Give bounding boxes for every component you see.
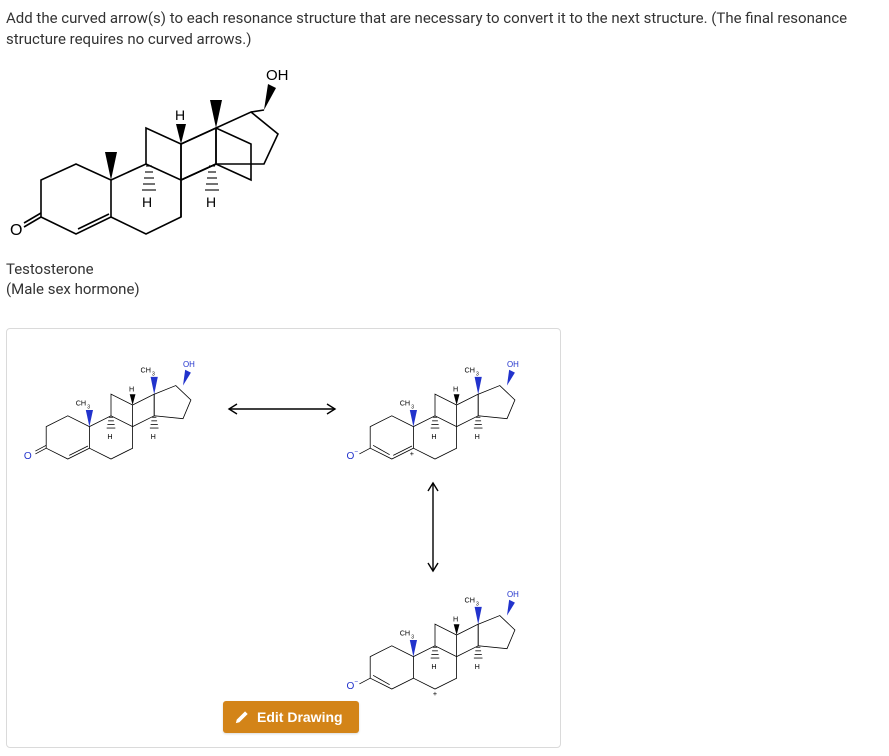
pencil-icon (235, 710, 249, 724)
svg-text:H: H (453, 384, 458, 393)
resonance-arrow-vertical (425, 477, 441, 581)
resonance-structure-2: O − + CH3 CH3 H H H O (345, 351, 555, 475)
label-H-top: H (175, 107, 185, 123)
svg-text:CH: CH (76, 398, 86, 407)
svg-text:H: H (151, 431, 156, 440)
svg-text:H: H (475, 431, 480, 440)
svg-text:H: H (453, 614, 458, 623)
svg-text:O: O (24, 451, 32, 462)
svg-text:3: 3 (87, 404, 90, 410)
svg-text:+: + (410, 449, 414, 458)
svg-text:CH: CH (400, 628, 410, 637)
svg-text:CH: CH (465, 365, 475, 374)
svg-text:OH: OH (507, 359, 519, 368)
svg-text:H: H (129, 384, 134, 393)
edit-drawing-label: Edit Drawing (257, 709, 343, 725)
svg-text:+: + (433, 689, 437, 698)
svg-text:O: O (346, 451, 354, 462)
caption-line2: (Male sex hormone) (0, 279, 889, 299)
resonance-arrow-horizontal (223, 401, 341, 421)
label-H-left: H (142, 194, 152, 210)
label-H-right: H (206, 194, 216, 210)
label-O: O (10, 222, 22, 239)
svg-text:3: 3 (152, 371, 155, 377)
testosterone-figure: O H H H OH (0, 52, 889, 259)
svg-text:OH: OH (507, 589, 519, 598)
resonance-structure-1: O CH3 CH3 H H H (21, 351, 231, 475)
svg-text:H: H (431, 661, 436, 670)
svg-text:3: 3 (476, 601, 479, 607)
question-text: Add the curved arrow(s) to each resonanc… (0, 0, 889, 52)
svg-text:3: 3 (476, 371, 479, 377)
svg-text:H: H (431, 431, 436, 440)
svg-text:CH: CH (400, 398, 410, 407)
svg-text:H: H (475, 661, 480, 670)
svg-text:CH: CH (141, 365, 151, 374)
svg-text:OH: OH (183, 359, 195, 368)
svg-text:−: − (354, 448, 358, 455)
edit-drawing-button[interactable]: Edit Drawing (223, 701, 359, 733)
svg-text:−: − (354, 678, 358, 685)
svg-text:3: 3 (411, 634, 414, 640)
caption-line1: Testosterone (0, 259, 889, 279)
svg-text:O: O (346, 681, 354, 692)
testosterone-svg: O H H H OH (6, 52, 306, 247)
label-OH: OH (266, 67, 289, 84)
svg-text:CH: CH (465, 595, 475, 604)
resonance-structure-3: O − + CH3 CH3 H H H OH (345, 581, 555, 705)
svg-text:H: H (107, 431, 112, 440)
drawing-panel: O CH3 CH3 H H H (6, 328, 561, 748)
svg-text:3: 3 (411, 404, 414, 410)
